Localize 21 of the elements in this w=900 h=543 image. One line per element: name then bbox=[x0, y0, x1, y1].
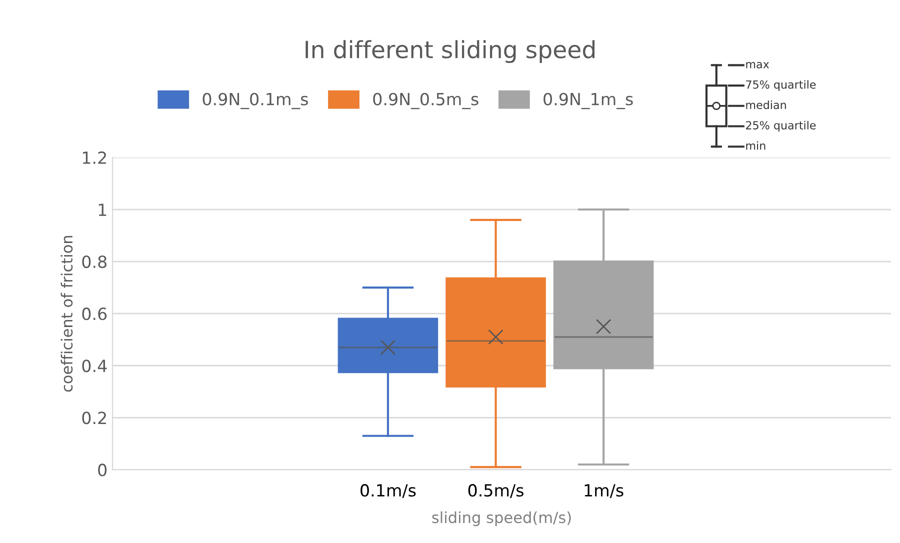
y-tick-label: 0.6 bbox=[82, 308, 107, 320]
y-tick-label: 1.2 bbox=[82, 151, 106, 164]
y-axis-title: coefficient of friction bbox=[60, 236, 73, 392]
legend-label: 0.9N_0.1m_s bbox=[202, 92, 308, 110]
text: min bbox=[746, 141, 766, 150]
text: 0.5m/s bbox=[468, 484, 524, 498]
legend-label: 0.9N_0.5m_s bbox=[373, 92, 478, 110]
y-tick-label: 0.8 bbox=[82, 256, 106, 268]
y-tick-label: 0.2 bbox=[82, 412, 106, 424]
text: median bbox=[746, 100, 786, 110]
chart-title: In different sliding speed bbox=[306, 40, 595, 64]
y-tick-label: 0 bbox=[98, 464, 107, 476]
text: 75% quartile bbox=[746, 80, 816, 91]
text: 1m/s bbox=[584, 484, 624, 498]
y-tick-label: 1 bbox=[98, 204, 106, 216]
x-axis-title: sliding speed(m/s) bbox=[432, 511, 571, 526]
text: 25% quartile bbox=[746, 120, 816, 132]
y-tick-label: 0.4 bbox=[82, 360, 107, 372]
text: 0.1m/s bbox=[360, 484, 416, 498]
text: max bbox=[746, 62, 770, 68]
legend-label: 0.9N_1m_s bbox=[544, 92, 633, 110]
